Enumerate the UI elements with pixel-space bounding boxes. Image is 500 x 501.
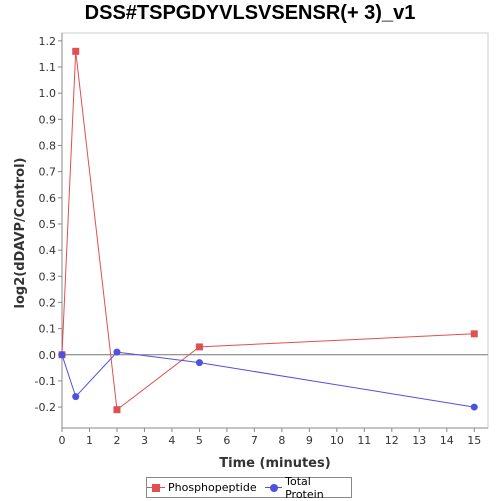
x-tick-label: 10 (330, 434, 344, 447)
x-tick-label: 13 (412, 434, 426, 447)
legend-swatch (147, 483, 165, 493)
legend-item: Phosphopeptide (147, 481, 257, 494)
x-tick-label: 5 (196, 434, 203, 447)
chart-title: DSS#TSPGDYVLSVSENSR(+ 3)_v1 (84, 2, 416, 24)
x-axis-title: Time (minutes) (219, 456, 330, 471)
data-point (72, 393, 80, 401)
legend-item: Total Protein (264, 474, 351, 501)
y-axis-title: log2(dDAVP/Control) (13, 158, 28, 309)
series-layer (58, 47, 478, 414)
y-axis: -0.2 -0.1 0.0 0.1 0.2 0.3 0.4 0.5 0.6 0.7 0.8 0.9 1.… (35, 33, 63, 428)
plot-frame (61, 32, 489, 429)
y-tick-label: 0.5 (39, 218, 57, 231)
x-tick-label: 15 (467, 434, 481, 447)
x-tick-label: 9 (306, 434, 313, 447)
legend-swatch (264, 483, 283, 493)
plot-area (61, 32, 489, 429)
legend: Phosphopeptide Total Protein (146, 474, 352, 501)
y-tick-label: 0.0 (39, 349, 57, 362)
y-tick-label: 1.1 (39, 61, 57, 74)
y-tick-label: 0.7 (39, 166, 57, 179)
x-tick-label: 6 (223, 434, 230, 447)
x-tick-label: 1 (86, 434, 93, 447)
legend-label: Total Protein (285, 474, 324, 501)
y-tick-label: 0.2 (39, 296, 57, 309)
x-tick-label: 2 (113, 434, 120, 447)
data-point (470, 403, 478, 411)
x-tick-label: 8 (278, 434, 285, 447)
x-tick-label: 3 (141, 434, 148, 447)
x-axis: 0 1 2 3 4 5 6 7 8 9 10 11 12 13 14 15 (59, 427, 488, 447)
data-point (195, 359, 203, 367)
y-tick-label: 1.0 (39, 87, 57, 100)
x-tick-label: 4 (168, 434, 175, 447)
y-tick-label: 0.3 (39, 270, 57, 283)
data-point (113, 348, 121, 356)
data-point (58, 351, 66, 359)
series-total-protein (58, 348, 478, 411)
x-tick-label: 11 (357, 434, 371, 447)
data-point (470, 330, 478, 338)
data-point (195, 343, 203, 351)
x-tick-label: 7 (251, 434, 258, 447)
y-tick-label: 0.1 (39, 323, 57, 336)
legend-label: Phosphopeptide (168, 481, 257, 494)
x-tick-label: 0 (59, 434, 66, 447)
data-point (72, 47, 80, 55)
data-point (113, 406, 121, 414)
y-tick-label: 0.8 (39, 139, 57, 152)
y-tick-label: 0.6 (39, 192, 57, 205)
y-tick-label: 0.9 (39, 113, 57, 126)
x-tick-label: 12 (385, 434, 399, 447)
x-tick-label: 14 (440, 434, 454, 447)
y-tick-label: -0.2 (35, 401, 56, 414)
y-tick-label: 0.4 (39, 244, 57, 257)
y-tick-label: 1.2 (39, 35, 57, 48)
y-tick-label: -0.1 (35, 375, 56, 388)
